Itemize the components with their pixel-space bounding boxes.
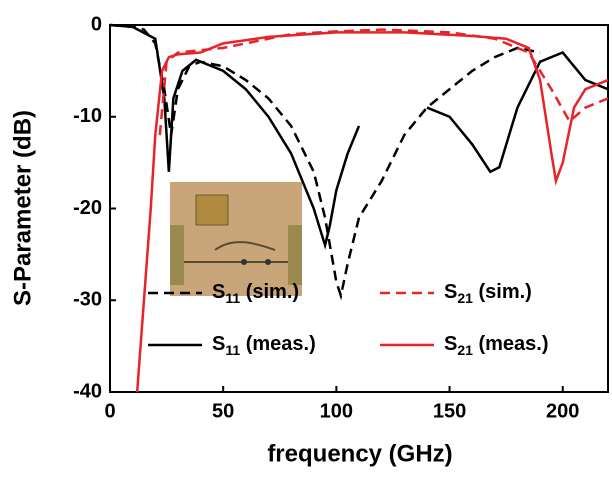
legend-label: S11 (sim.) [212,281,299,305]
y-axis-label: S-Parameter (dB) [9,110,36,306]
x-tick-label: 0 [104,400,115,422]
series-line [135,31,609,393]
y-tick-label: -10 [73,105,102,127]
legend-label: S21 (sim.) [444,281,532,305]
y-tick-label: -30 [73,289,102,311]
inset-photo [170,182,302,296]
series-line [109,23,609,250]
x-tick-label: 100 [320,400,353,422]
legend-label: S11 (meas.) [212,333,316,357]
y-tick-label: -40 [73,380,102,402]
series-line [109,23,541,301]
x-tick-label: 150 [433,400,466,422]
x-tick-label: 200 [546,400,579,422]
legend-label: S21 (meas.) [444,333,549,357]
y-tick-label: -20 [73,197,102,219]
y-tick-label: 0 [91,13,102,35]
series-line [158,28,609,136]
x-tick-label: 50 [212,400,234,422]
x-axis-label: frequency (GHz) [267,440,452,467]
